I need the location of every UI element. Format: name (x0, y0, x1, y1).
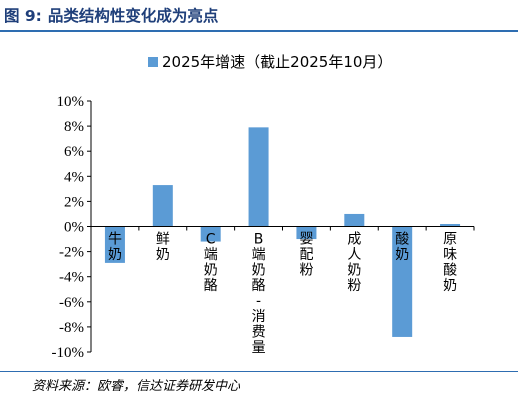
category-label: 成人奶粉 (347, 232, 361, 295)
bottom-rule (0, 371, 518, 372)
source-note: 资料来源：欧睿，信达证券研发中心 (32, 379, 241, 394)
y-tick-label: -8% (59, 320, 84, 336)
legend-swatch (148, 57, 158, 67)
bar (440, 223, 461, 227)
bar-chart: 2025年增速（截止2025年10月） -10% -8% -6% -4% -2% 0% 2% 4… (52, 53, 475, 361)
category-label: 鲜奶 (156, 232, 170, 264)
y-tick-label: -6% (59, 295, 84, 311)
y-tick-label: 10% (57, 94, 85, 110)
y-tick-label: 4% (64, 169, 84, 185)
bar (296, 226, 317, 240)
bar (392, 226, 413, 337)
title-rule (0, 30, 518, 32)
category-label: B 端奶酪-消费量 (252, 232, 266, 357)
bar (344, 213, 365, 227)
category-label: C 端奶酪 (204, 232, 218, 295)
category-label: 婴配粉 (299, 232, 313, 279)
bar (104, 226, 125, 263)
figure-title: 图 9: 品类结构性变化成为亮点 (4, 3, 514, 29)
category-label: 酸奶 (395, 232, 409, 264)
y-tick-label: -4% (59, 270, 84, 286)
bar (248, 127, 269, 227)
figure-title-text: 品类结构性变化成为亮点 (47, 7, 219, 25)
category-label: 牛奶 (108, 232, 122, 264)
legend-label: 2025年增速（截止2025年10月） (162, 53, 392, 71)
y-tick-label: 8% (64, 119, 84, 135)
y-tick-label: 2% (64, 194, 84, 210)
bar (200, 226, 221, 242)
bar (152, 185, 173, 227)
category-label: 原味酸奶 (443, 232, 457, 295)
figure-number: 图 9: (4, 7, 42, 25)
y-tick-label: -10% (52, 345, 85, 361)
y-tick-label: -2% (59, 245, 84, 261)
y-tick-label: 0% (64, 220, 84, 236)
y-tick-label: 6% (64, 144, 84, 160)
